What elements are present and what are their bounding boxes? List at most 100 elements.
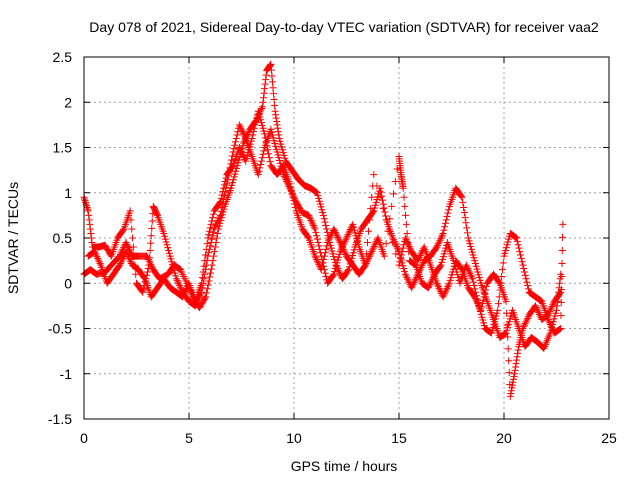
- data-point: [210, 248, 218, 256]
- data-point: [382, 212, 390, 220]
- data-point: [235, 144, 243, 151]
- data-point: [217, 207, 225, 215]
- data-point: [209, 228, 217, 236]
- data-point: [482, 283, 490, 291]
- data-point: [146, 246, 154, 254]
- data-point: [465, 268, 473, 276]
- data-point: [173, 276, 181, 284]
- data-point: [203, 289, 211, 297]
- data-point: [344, 231, 352, 239]
- data-point: [520, 268, 528, 276]
- data-point: [256, 164, 264, 172]
- data-point: [408, 282, 416, 290]
- data-point: [209, 210, 217, 218]
- data-point: [239, 129, 247, 137]
- data-point: [557, 311, 565, 319]
- data-point: [321, 269, 329, 277]
- data-point: [179, 291, 187, 299]
- data-point: [522, 275, 530, 283]
- data-point: [174, 278, 182, 286]
- data-point: [399, 244, 407, 252]
- data-point: [201, 257, 209, 265]
- data-point: [124, 242, 132, 250]
- data-point: [287, 186, 295, 194]
- data-point: [205, 231, 213, 239]
- data-point: [207, 220, 215, 228]
- data-point: [241, 155, 249, 163]
- data-point: [235, 121, 243, 129]
- data-point: [305, 213, 313, 221]
- data-point: [309, 222, 317, 230]
- data-point: [139, 288, 147, 296]
- data-point: [91, 248, 98, 256]
- data-point: [261, 85, 269, 93]
- data-point: [513, 356, 521, 364]
- data-point: [316, 245, 324, 253]
- data-point: [494, 306, 502, 314]
- data-point: [261, 80, 269, 88]
- data-point: [524, 285, 532, 293]
- data-point: [214, 229, 222, 237]
- data-point: [211, 223, 219, 231]
- data-point: [304, 233, 312, 241]
- data-point: [218, 191, 226, 199]
- data-point: [317, 266, 325, 274]
- data-point: [198, 274, 206, 282]
- data-point: [215, 215, 223, 223]
- data-point: [544, 311, 552, 319]
- data-point: [238, 126, 246, 134]
- data-point: [524, 282, 532, 290]
- data-point: [253, 114, 261, 122]
- x-tick-label: 0: [80, 430, 88, 446]
- data-point: [272, 111, 280, 119]
- data-point: [438, 233, 446, 241]
- data-point: [262, 71, 270, 79]
- data-marks: [80, 60, 567, 400]
- data-point: [475, 301, 483, 309]
- data-point: [520, 323, 528, 331]
- data-point: [459, 198, 467, 206]
- y-tick-label: 0.5: [53, 230, 73, 246]
- data-point: [147, 239, 155, 247]
- data-point: [314, 239, 322, 247]
- data-point: [440, 291, 448, 299]
- data-point: [202, 251, 210, 259]
- data-point: [418, 262, 426, 270]
- data-point: [557, 298, 565, 306]
- data-point: [204, 281, 212, 289]
- data-point: [265, 154, 273, 162]
- data-point: [514, 241, 522, 249]
- data-point: [469, 275, 476, 283]
- data-point: [259, 150, 267, 158]
- data-point: [514, 349, 522, 357]
- data-point: [200, 275, 208, 283]
- data-point: [148, 224, 156, 232]
- data-point: [445, 206, 453, 214]
- data-point: [252, 117, 260, 125]
- data-point: [240, 131, 248, 139]
- data-point: [397, 254, 405, 262]
- data-point: [472, 296, 480, 304]
- data-point: [318, 262, 326, 270]
- data-point: [380, 204, 388, 212]
- data-point: [126, 207, 134, 215]
- data-point: [290, 197, 298, 205]
- data-point: [465, 266, 473, 274]
- data-point: [400, 193, 408, 201]
- data-point: [481, 289, 489, 297]
- data-point: [257, 157, 265, 165]
- data-point: [511, 233, 519, 241]
- data-point: [119, 254, 127, 262]
- data-point: [260, 147, 268, 155]
- data-point: [323, 225, 331, 233]
- data-point: [404, 277, 412, 285]
- data-point: [344, 267, 352, 275]
- data-point: [479, 296, 487, 304]
- data-point: [438, 231, 446, 239]
- data-point: [462, 261, 470, 269]
- data-point: [177, 285, 185, 293]
- data-point: [291, 200, 299, 208]
- data-point: [370, 171, 378, 179]
- data-point: [311, 225, 319, 233]
